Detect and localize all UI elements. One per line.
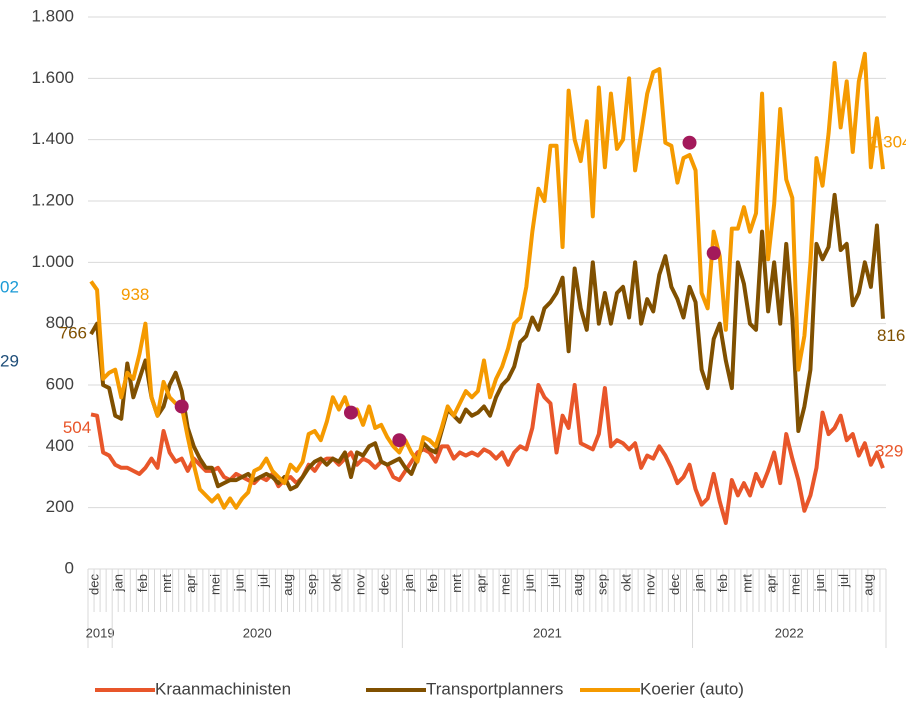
- legend-label: Transportplanners: [426, 679, 563, 698]
- x-tick-label: aug: [860, 574, 875, 596]
- x-tick-label: jul: [256, 574, 271, 588]
- x-tick-label: nov: [643, 574, 658, 595]
- year-label: 2019: [86, 625, 115, 640]
- y-tick-label: 1.800: [31, 6, 74, 25]
- legend-label: Kraanmachinisten: [155, 679, 291, 698]
- marker: [343, 405, 358, 420]
- y-tick-label: 1.200: [31, 190, 74, 209]
- x-tick-label: jan: [111, 574, 126, 592]
- x-tick-label: jun: [522, 574, 537, 592]
- x-tick-label: apr: [473, 573, 488, 592]
- x-tick-label: mrt: [739, 574, 754, 593]
- x-tick-label: jul: [546, 574, 561, 588]
- x-tick-label: sep: [304, 574, 319, 595]
- y-tick-label: 600: [46, 374, 74, 393]
- x-tick-label: jan: [691, 574, 706, 592]
- x-tick-label: mrt: [159, 574, 174, 593]
- x-tick-label: feb: [135, 574, 150, 592]
- year-label: 2022: [775, 625, 804, 640]
- data-label: 329: [875, 442, 903, 461]
- marker: [392, 433, 407, 448]
- y-tick-label: 800: [46, 313, 74, 332]
- annotation: 29: [0, 351, 19, 370]
- data-label: 938: [121, 285, 149, 304]
- series-line: [89, 51, 885, 510]
- x-tick-label: jan: [401, 574, 416, 592]
- x-tick-label: apr: [764, 573, 779, 592]
- x-tick-label: okt: [328, 574, 343, 592]
- x-tick-label: nov: [352, 574, 367, 595]
- y-tick-label: 0: [65, 558, 74, 577]
- x-tick-label: dec: [377, 574, 392, 595]
- marker: [682, 135, 697, 150]
- year-label: 2021: [533, 625, 562, 640]
- legend-label: Koerier (auto): [640, 679, 744, 698]
- x-tick-label: mrt: [449, 574, 464, 593]
- y-tick-label: 400: [46, 436, 74, 455]
- x-tick-label: feb: [425, 574, 440, 592]
- x-tick-label: feb: [715, 574, 730, 592]
- data-label: 766: [59, 324, 87, 343]
- x-tick-label: okt: [618, 574, 633, 592]
- x-tick-label: jun: [812, 574, 827, 592]
- y-tick-label: 1.600: [31, 68, 74, 87]
- x-tick-label: jun: [232, 574, 247, 592]
- x-tick-label: mei: [498, 574, 513, 595]
- x-tick-label: apr: [183, 573, 198, 592]
- series-line: [89, 192, 885, 492]
- x-tick-label: aug: [570, 574, 585, 596]
- x-tick-label: dec: [86, 574, 101, 595]
- data-label: 816: [877, 326, 905, 345]
- data-label: 504: [63, 418, 91, 437]
- annotation: 02: [0, 277, 19, 296]
- y-tick-label: 1.000: [31, 252, 74, 271]
- y-tick-label: 1.400: [31, 129, 74, 148]
- x-tick-label: jul: [836, 574, 851, 588]
- data-label: 1.304: [869, 133, 906, 152]
- series-line: [90, 383, 885, 525]
- y-tick-label: 200: [46, 497, 74, 516]
- x-tick-label: mei: [207, 574, 222, 595]
- x-tick-label: sep: [594, 574, 609, 595]
- x-tick-label: aug: [280, 574, 295, 596]
- year-label: 2020: [243, 625, 272, 640]
- marker: [706, 246, 721, 261]
- x-tick-label: dec: [667, 574, 682, 595]
- x-tick-label: mei: [788, 574, 803, 595]
- marker: [174, 399, 189, 414]
